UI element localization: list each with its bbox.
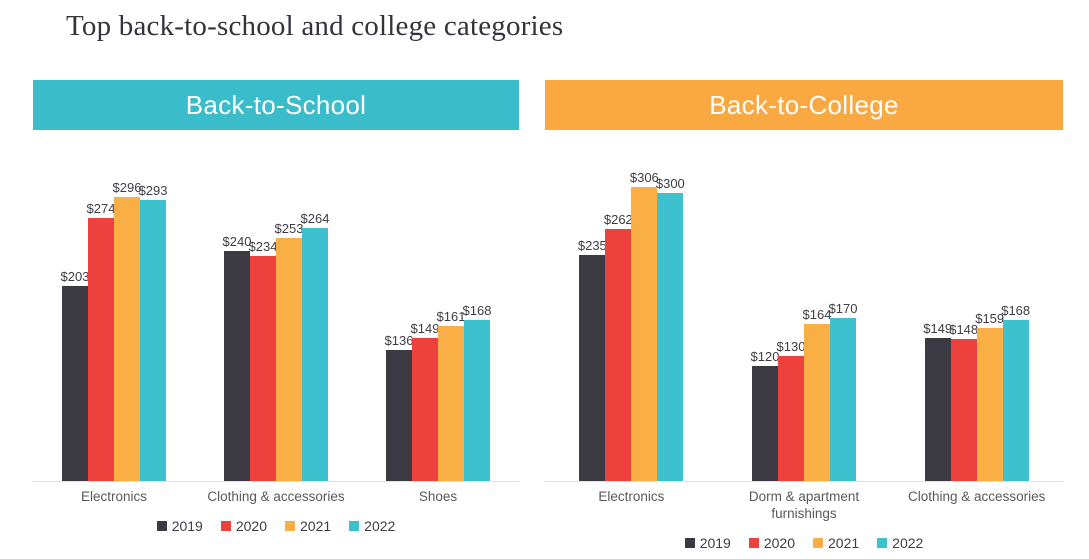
legend-item-2020: 2020: [220, 517, 267, 534]
bar-value-label: $168: [462, 303, 492, 318]
bar-2020: $262: [604, 212, 633, 481]
bar-value-label: $300: [655, 176, 685, 191]
bar-value-label: $274: [86, 201, 116, 216]
legend-item-2020: 2020: [748, 534, 795, 551]
bar-value-label: $234: [248, 239, 278, 254]
bar-value-label: $306: [629, 170, 659, 185]
bar-value-label: $235: [577, 238, 607, 253]
bar-value-label: $168: [1001, 303, 1031, 318]
bar-2021: $164: [803, 307, 831, 481]
legend-swatch: [748, 537, 759, 548]
bar-2022: $300: [656, 176, 685, 481]
bar-value-label: $161: [436, 309, 466, 324]
banner-back-to-college: Back-to-College: [545, 80, 1063, 130]
bar-value-label: $203: [60, 269, 90, 284]
bar-value-label: $159: [975, 311, 1005, 326]
bar-group: $136 $149 $161 $168: [357, 303, 519, 481]
legend-swatch: [285, 520, 295, 531]
plot-area-back-to-college: $235 $262 $306 $300 $120 $130 $164 $170 $149 $148…: [545, 130, 1063, 482]
charts-row: Back-to-School $203 $274 $296 $293 $240 $234 $…: [33, 80, 1063, 551]
bar-2021: $161: [437, 309, 465, 481]
bar-2022: $293: [139, 183, 167, 481]
bar-value-label: $130: [776, 339, 806, 354]
bar-value-label: $148: [949, 322, 979, 337]
legend-swatch: [349, 520, 360, 531]
bar-2020: $148: [949, 322, 978, 481]
category-label: Dorm & apartment furnishings: [748, 489, 860, 521]
category-label: Electronics: [598, 489, 665, 504]
bar-2020: $234: [249, 239, 277, 481]
bar-group: $149 $148 $159 $168: [890, 303, 1063, 481]
legend-swatch: [220, 520, 231, 531]
legend-label: 2022: [892, 534, 924, 551]
bar-2022: $170: [829, 301, 857, 481]
category-label: Clothing & accessories: [207, 489, 345, 504]
page-title: Top back-to-school and college categorie…: [66, 10, 564, 42]
legend-item-2019: 2019: [684, 534, 731, 551]
bar-value-label: $149: [923, 321, 953, 336]
category-label: Electronics: [80, 489, 148, 504]
legend-label: 2021: [828, 534, 860, 551]
bar-2020: $130: [777, 339, 805, 481]
bar-value-label: $164: [802, 307, 832, 322]
legend-back-to-college: 2019 2020 2021 2022: [545, 535, 1063, 551]
legend-label: 2021: [300, 517, 332, 534]
bar-2019: $149: [923, 321, 952, 481]
category-axis-back-to-college: Electronics Dorm & apartment furnishings C…: [545, 489, 1063, 523]
bar-group: $203 $274 $296 $293: [33, 180, 195, 481]
legend-swatch: [684, 537, 695, 548]
banner-back-to-school: Back-to-School: [33, 80, 519, 130]
legend-swatch: [877, 537, 888, 548]
bar-value-label: $136: [384, 333, 414, 348]
category-label: Clothing & accessories: [908, 489, 1046, 504]
bar-value-label: $262: [603, 212, 633, 227]
category-label: Shoes: [418, 489, 458, 504]
bar-value-label: $293: [138, 183, 168, 198]
bar-2020: $274: [87, 201, 115, 481]
bar-group: $120 $130 $164 $170: [718, 301, 891, 481]
legend-label: 2019: [171, 517, 203, 534]
bar-value-label: $296: [112, 180, 142, 195]
bar-value-label: $170: [828, 301, 858, 316]
bar-2021: $306: [630, 170, 659, 481]
bar-2021: $253: [275, 221, 303, 481]
legend-item-2022: 2022: [877, 535, 923, 551]
legend-label: 2019: [699, 534, 731, 551]
bar-value-label: $120: [750, 349, 780, 364]
legend-item-2019: 2019: [156, 517, 203, 534]
bar-2019: $136: [385, 333, 413, 481]
bar-2020: $149: [411, 321, 439, 481]
legend-label: 2020: [763, 534, 795, 551]
bar-2022: $168: [463, 303, 491, 481]
bar-group: $235 $262 $306 $300: [545, 170, 718, 481]
legend-swatch: [813, 537, 823, 548]
plot-area-back-to-school: $203 $274 $296 $293 $240 $234 $253 $264 $136 $149…: [33, 130, 519, 482]
bar-value-label: $253: [274, 221, 304, 236]
bar-2021: $296: [113, 180, 141, 481]
bar-2019: $235: [578, 238, 607, 481]
bar-2022: $264: [301, 211, 329, 481]
legend-item-2021: 2021: [285, 518, 331, 534]
chart-back-to-college: Back-to-College $235 $262 $306 $300 $120 $130…: [545, 80, 1063, 551]
legend-back-to-school: 2019 2020 2021 2022: [33, 518, 519, 534]
bar-2022: $168: [1001, 303, 1030, 481]
legend-item-2021: 2021: [813, 535, 859, 551]
bar-value-label: $264: [300, 211, 330, 226]
bar-value-label: $149: [410, 321, 440, 336]
legend-item-2022: 2022: [349, 518, 395, 534]
bar-2019: $203: [61, 269, 89, 481]
bar-2019: $120: [751, 349, 779, 481]
legend-swatch: [156, 520, 167, 531]
category-axis-back-to-school: Electronics Clothing & accessories Shoes: [33, 489, 519, 506]
bar-2019: $240: [223, 234, 251, 481]
bar-group: $240 $234 $253 $264: [195, 211, 357, 481]
bar-value-label: $240: [222, 234, 252, 249]
legend-label: 2020: [235, 517, 267, 534]
bar-2021: $159: [975, 311, 1004, 481]
legend-label: 2022: [364, 517, 396, 534]
chart-back-to-school: Back-to-School $203 $274 $296 $293 $240 $234 $…: [33, 80, 519, 551]
